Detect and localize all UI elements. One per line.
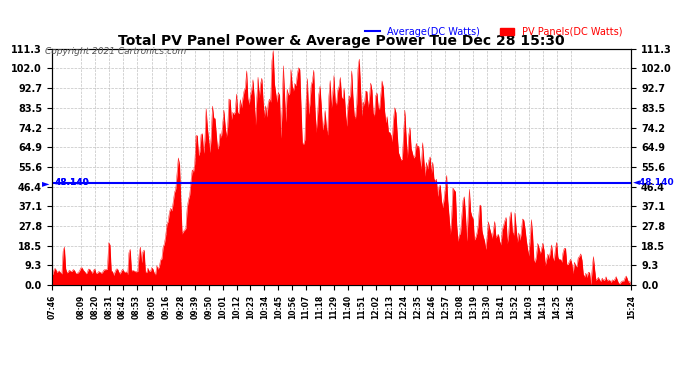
Text: ◄48.140: ◄48.140 [633,178,674,188]
Text: ►: ► [41,178,49,188]
Text: 48.140: 48.140 [55,178,89,188]
Text: Copyright 2021 Cartronics.com: Copyright 2021 Cartronics.com [45,47,186,56]
Legend: Average(DC Watts), PV Panels(DC Watts): Average(DC Watts), PV Panels(DC Watts) [361,23,627,40]
Title: Total PV Panel Power & Average Power Tue Dec 28 15:30: Total PV Panel Power & Average Power Tue… [118,34,565,48]
Text: 48.140: 48.140 [55,178,89,188]
